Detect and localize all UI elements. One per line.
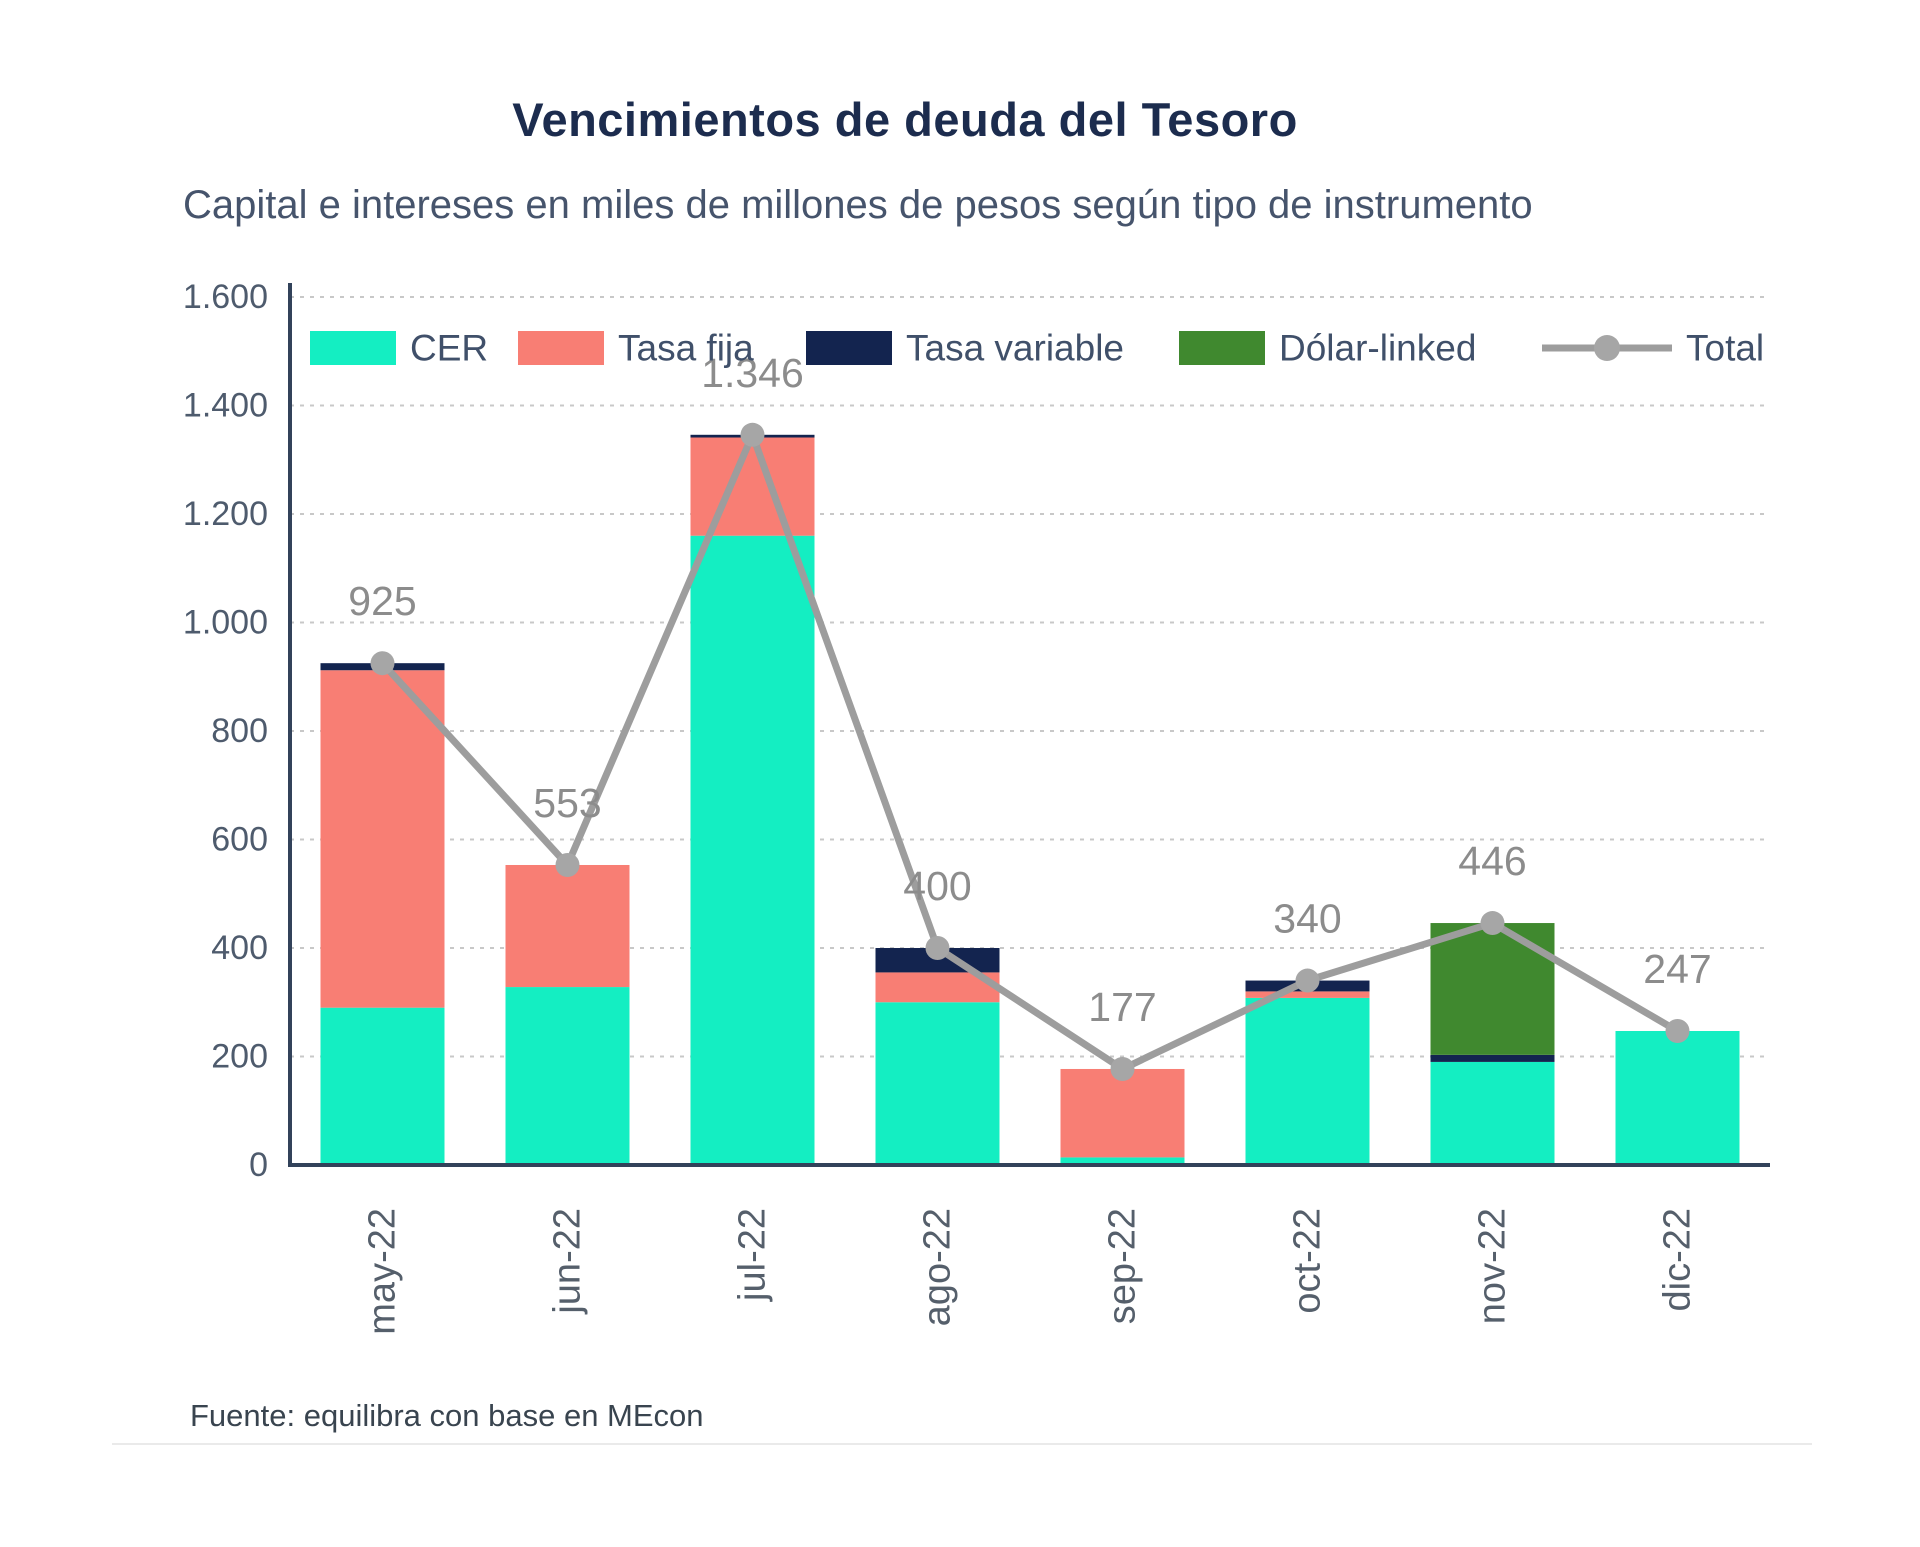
bar-segment-cer xyxy=(1245,997,1370,1165)
chart-subtitle: Capital e intereses en miles de millones… xyxy=(183,183,1533,227)
total-marker xyxy=(1110,1056,1135,1081)
total-marker xyxy=(1665,1019,1690,1044)
legend-label-tasa-variable: Tasa variable xyxy=(906,328,1124,369)
total-line xyxy=(379,425,1680,1073)
bar-segment-cer xyxy=(320,1007,445,1165)
x-tick-label: nov-22 xyxy=(1472,1208,1514,1324)
total-marker xyxy=(1480,911,1505,936)
bar-segment-tasa-fija xyxy=(1060,1068,1185,1158)
bar-segment-cer xyxy=(1060,1157,1185,1165)
bar-segment-tasa-fija xyxy=(690,437,815,536)
legend-label-tasa-fija: Tasa fija xyxy=(618,328,754,369)
y-tick-label: 0 xyxy=(249,1146,268,1184)
total-data-label: 1.346 xyxy=(701,350,804,396)
legend-swatch-dolar-linked xyxy=(1179,331,1265,365)
x-tick-label: oct-22 xyxy=(1287,1208,1329,1314)
bar-segment-tasa-fija xyxy=(1245,991,1370,998)
legend-total-marker xyxy=(1594,335,1620,361)
total-data-label: 925 xyxy=(348,578,416,624)
total-marker xyxy=(370,651,395,676)
y-tick-label: 600 xyxy=(211,821,268,859)
bar-segment-tasa-fija xyxy=(505,864,630,988)
y-tick-label: 200 xyxy=(211,1038,268,1076)
bar-segment-cer xyxy=(875,1002,1000,1165)
y-tick-label: 1.400 xyxy=(183,387,268,425)
y-tick-label: 1.000 xyxy=(183,604,268,642)
source-note: Fuente: equilibra con base en MEcon xyxy=(190,1398,704,1433)
total-data-label: 177 xyxy=(1088,984,1156,1030)
total-data-label: 446 xyxy=(1458,838,1526,884)
chart-title: Vencimientos de deuda del Tesoro xyxy=(512,93,1298,146)
x-tick-label: may-22 xyxy=(362,1208,404,1335)
total-marker xyxy=(925,936,950,960)
bottom-divider xyxy=(112,1443,1812,1445)
x-tick-label: sep-22 xyxy=(1102,1208,1144,1324)
legend-swatch-cer xyxy=(310,331,396,365)
bar-segment-cer xyxy=(1430,1061,1555,1165)
x-tick-label: jul-22 xyxy=(732,1208,774,1302)
total-data-label: 340 xyxy=(1273,896,1341,942)
bar-segment-cer xyxy=(505,987,630,1165)
y-tick-label: 800 xyxy=(211,712,268,750)
bar-segment-dolar-linked xyxy=(1430,923,1555,1055)
legend-swatch-tasa-fija xyxy=(518,331,604,365)
y-tick-label: 1.200 xyxy=(183,495,268,533)
legend-swatch-tasa-variable xyxy=(806,331,892,365)
legend-label-total: Total xyxy=(1686,328,1764,369)
total-data-label: 553 xyxy=(533,780,601,826)
x-tick-label: jun-22 xyxy=(547,1208,589,1315)
x-tick-label: dic-22 xyxy=(1657,1208,1699,1312)
total-data-label: 400 xyxy=(903,863,971,909)
y-tick-label: 400 xyxy=(211,929,268,967)
total-marker xyxy=(555,852,580,877)
bar-segment-tasa-variable xyxy=(1430,1054,1555,1062)
bar-segment-tasa-fija xyxy=(320,670,445,1008)
legend-label-dolar-linked: Dólar-linked xyxy=(1279,328,1476,369)
bar-segment-cer xyxy=(690,535,815,1165)
bar-segment-cer xyxy=(1615,1031,1740,1165)
x-tick-label: ago-22 xyxy=(917,1208,959,1326)
total-marker xyxy=(1295,968,1320,993)
total-data-label: 247 xyxy=(1643,946,1711,992)
legend-label-cer: CER xyxy=(410,328,488,369)
total-marker xyxy=(740,422,765,447)
y-tick-label: 1.600 xyxy=(183,278,268,316)
